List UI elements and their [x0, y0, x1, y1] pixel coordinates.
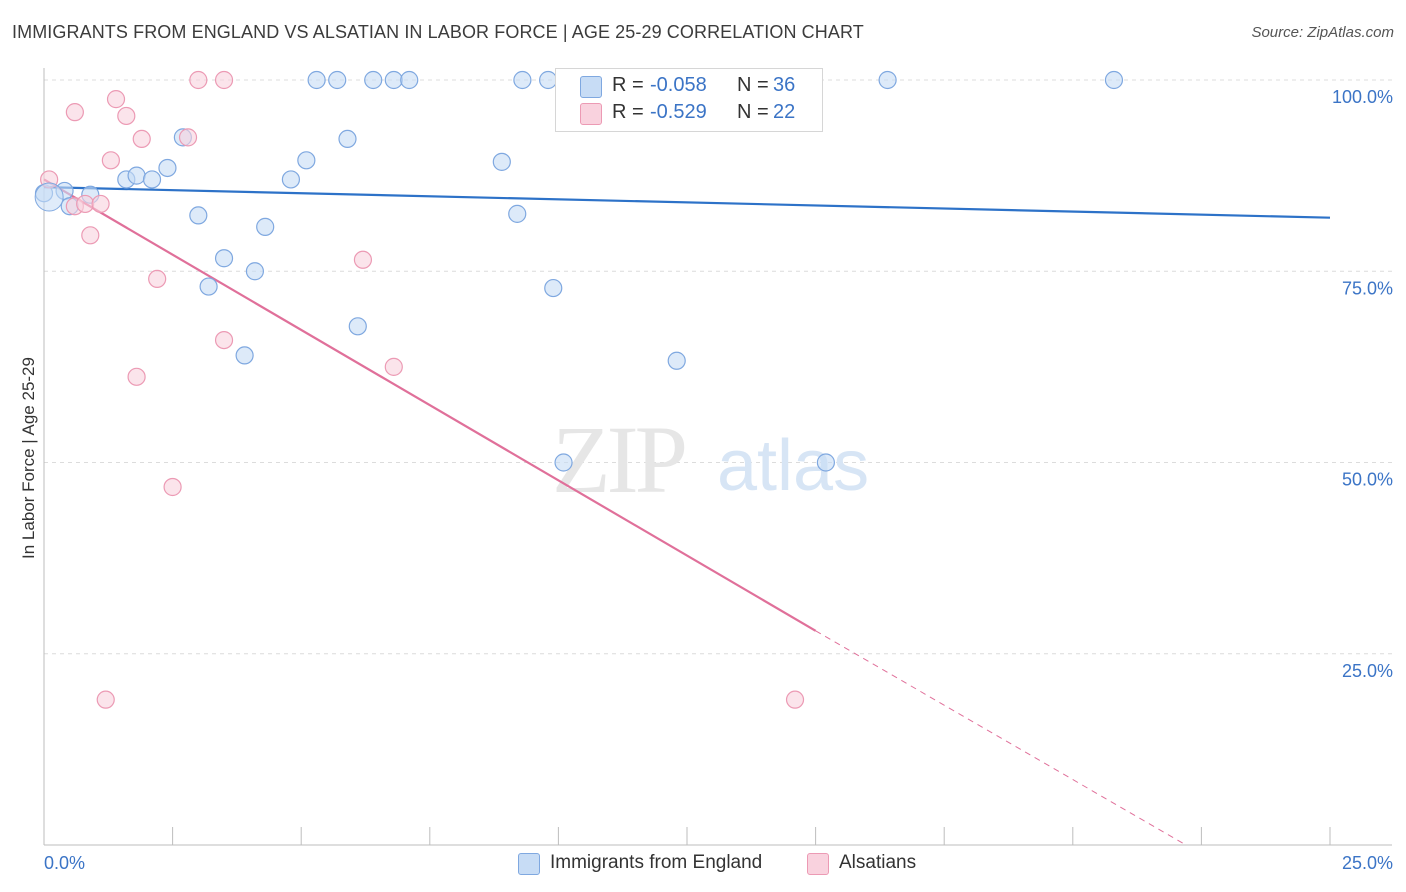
- point-alsatians: [101, 151, 120, 170]
- point-england: [307, 70, 326, 90]
- legend-r-label: R =: [612, 101, 644, 123]
- gridlines: [44, 79, 1392, 655]
- point-alsatians: [189, 70, 208, 90]
- point-england: [513, 70, 532, 90]
- point-england: [400, 70, 419, 90]
- chart-title: IMMIGRANTS FROM ENGLAND VS ALSATIAN IN L…: [12, 22, 864, 42]
- legend-r-value: -0.529: [650, 101, 707, 123]
- point-england: [281, 170, 301, 189]
- point-england: [235, 346, 254, 365]
- point-england: [554, 453, 573, 472]
- watermark-zip: ZIP: [552, 406, 685, 513]
- point-england: [816, 453, 835, 472]
- point-england: [492, 152, 511, 171]
- point-england: [256, 217, 275, 236]
- point-alsatians: [96, 690, 115, 709]
- trend-lines: [43, 178, 1331, 846]
- legend-n-label: N =: [737, 101, 769, 123]
- point-england: [544, 278, 563, 298]
- point-alsatians: [127, 367, 146, 386]
- legend-r-value: -0.058: [650, 74, 707, 96]
- legend-r-label: R =: [612, 74, 644, 96]
- data-points: [34, 70, 1124, 709]
- x-tick-label: 0.0%: [44, 853, 85, 873]
- point-england: [364, 70, 383, 90]
- point-england: [199, 277, 218, 296]
- legend-swatch-england: [580, 76, 602, 98]
- point-england: [127, 166, 146, 185]
- point-alsatians: [178, 128, 198, 147]
- point-england: [384, 70, 403, 90]
- point-england: [667, 351, 686, 370]
- point-alsatians: [384, 357, 403, 376]
- legend-n-label: N =: [737, 74, 769, 96]
- point-england: [338, 129, 357, 149]
- point-england: [297, 151, 316, 170]
- x-tick-label: 25.0%: [1342, 853, 1393, 873]
- point-alsatians: [785, 690, 805, 709]
- point-alsatians: [106, 90, 126, 109]
- point-alsatians: [353, 250, 373, 269]
- point-alsatians: [65, 103, 84, 122]
- legend-swatch-alsatians: [580, 103, 602, 125]
- series-label-england: Immigrants from England: [550, 852, 763, 873]
- point-england: [189, 206, 208, 225]
- point-england: [34, 182, 64, 212]
- point-alsatians: [132, 129, 151, 149]
- point-alsatians: [81, 226, 100, 245]
- point-england: [1104, 70, 1124, 90]
- series-label-alsatians: Alsatians: [839, 852, 917, 873]
- point-england: [245, 262, 265, 281]
- point-england: [214, 249, 234, 268]
- source-label: Source: ZipAtlas.com: [1251, 24, 1394, 41]
- trend-line-alsatians-extrapolated: [815, 630, 1187, 846]
- watermark: ZIP atlas: [552, 406, 869, 513]
- point-alsatians: [214, 70, 234, 90]
- point-alsatians: [163, 477, 182, 497]
- y-tick-label: 50.0%: [1342, 470, 1393, 490]
- point-alsatians: [76, 194, 95, 214]
- trend-line-england: [43, 186, 1331, 219]
- point-england: [328, 70, 347, 90]
- point-england: [508, 204, 527, 223]
- watermark-atlas: atlas: [717, 426, 869, 506]
- y-tick-label: 25.0%: [1342, 661, 1393, 681]
- point-alsatians: [91, 194, 110, 214]
- point-alsatians: [117, 106, 136, 126]
- y-axis-label: In Labor Force | Age 25-29: [19, 357, 38, 559]
- point-england: [878, 70, 897, 90]
- legend-n-value: 36: [773, 74, 796, 96]
- point-alsatians: [148, 269, 167, 288]
- correlation-legend: R = -0.058 N = 36 R = -0.529 N = 22: [555, 68, 823, 132]
- series-swatch-england: [518, 853, 540, 875]
- series-swatch-alsatians: [807, 853, 829, 875]
- point-england: [348, 317, 367, 336]
- point-england: [158, 158, 177, 178]
- legend-n-value: 22: [773, 101, 796, 123]
- point-england: [142, 170, 162, 189]
- y-tick-label: 75.0%: [1342, 278, 1393, 298]
- trend-line-alsatians: [43, 178, 817, 632]
- point-alsatians: [214, 331, 234, 350]
- tick-labels: 25.0% 50.0% 75.0% 100.0% 0.0% 25.0%: [44, 87, 1393, 873]
- y-tick-label: 100.0%: [1332, 87, 1393, 107]
